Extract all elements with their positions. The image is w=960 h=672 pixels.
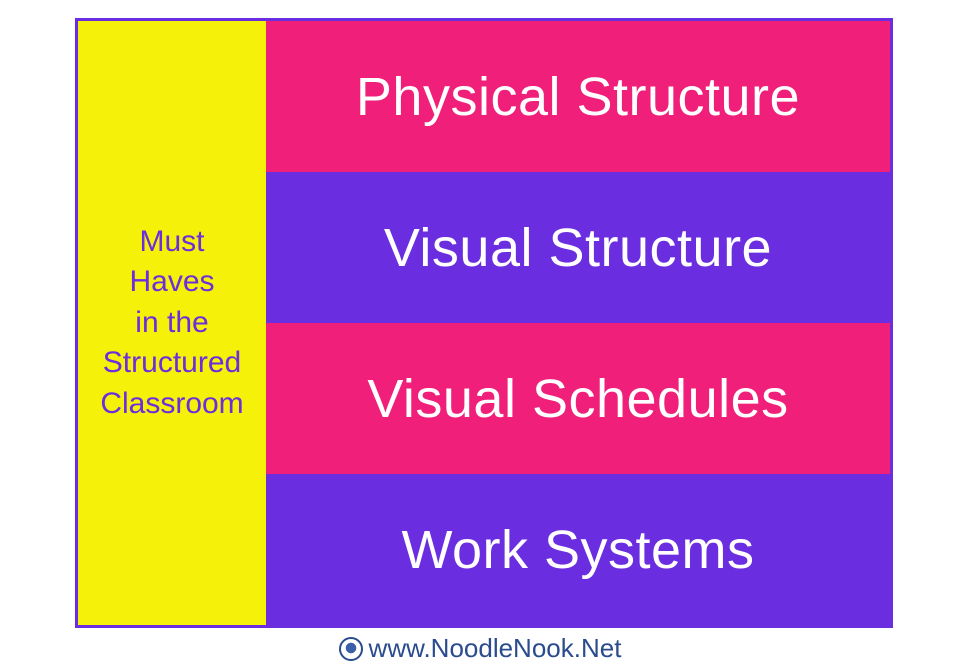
bar-work-systems: Work Systems <box>266 474 890 625</box>
sidebar-line: Classroom <box>100 387 243 420</box>
sidebar-line: in the <box>135 306 208 339</box>
sidebar-panel: Must Haves in the Structured Classroom <box>78 21 266 625</box>
globe-logo-icon <box>339 637 363 661</box>
infographic-frame: Must Haves in the Structured Classroom P… <box>75 18 893 628</box>
sidebar-title: Must Haves in the Structured Classroom <box>100 222 243 425</box>
sidebar-line: Haves <box>129 265 214 298</box>
bar-visual-structure: Visual Structure <box>266 172 890 323</box>
footer: www.NoodleNook.Net <box>0 633 960 664</box>
bars-column: Physical Structure Visual Structure Visu… <box>266 21 890 625</box>
bar-physical-structure: Physical Structure <box>266 21 890 172</box>
bar-label: Physical Structure <box>356 66 800 128</box>
sidebar-line: Structured <box>103 346 241 379</box>
bar-label: Visual Schedules <box>367 368 788 430</box>
bar-visual-schedules: Visual Schedules <box>266 323 890 474</box>
bar-label: Work Systems <box>401 519 754 581</box>
footer-url: www.NoodleNook.Net <box>369 633 622 664</box>
bar-label: Visual Structure <box>384 217 772 279</box>
sidebar-line: Must <box>139 225 204 258</box>
